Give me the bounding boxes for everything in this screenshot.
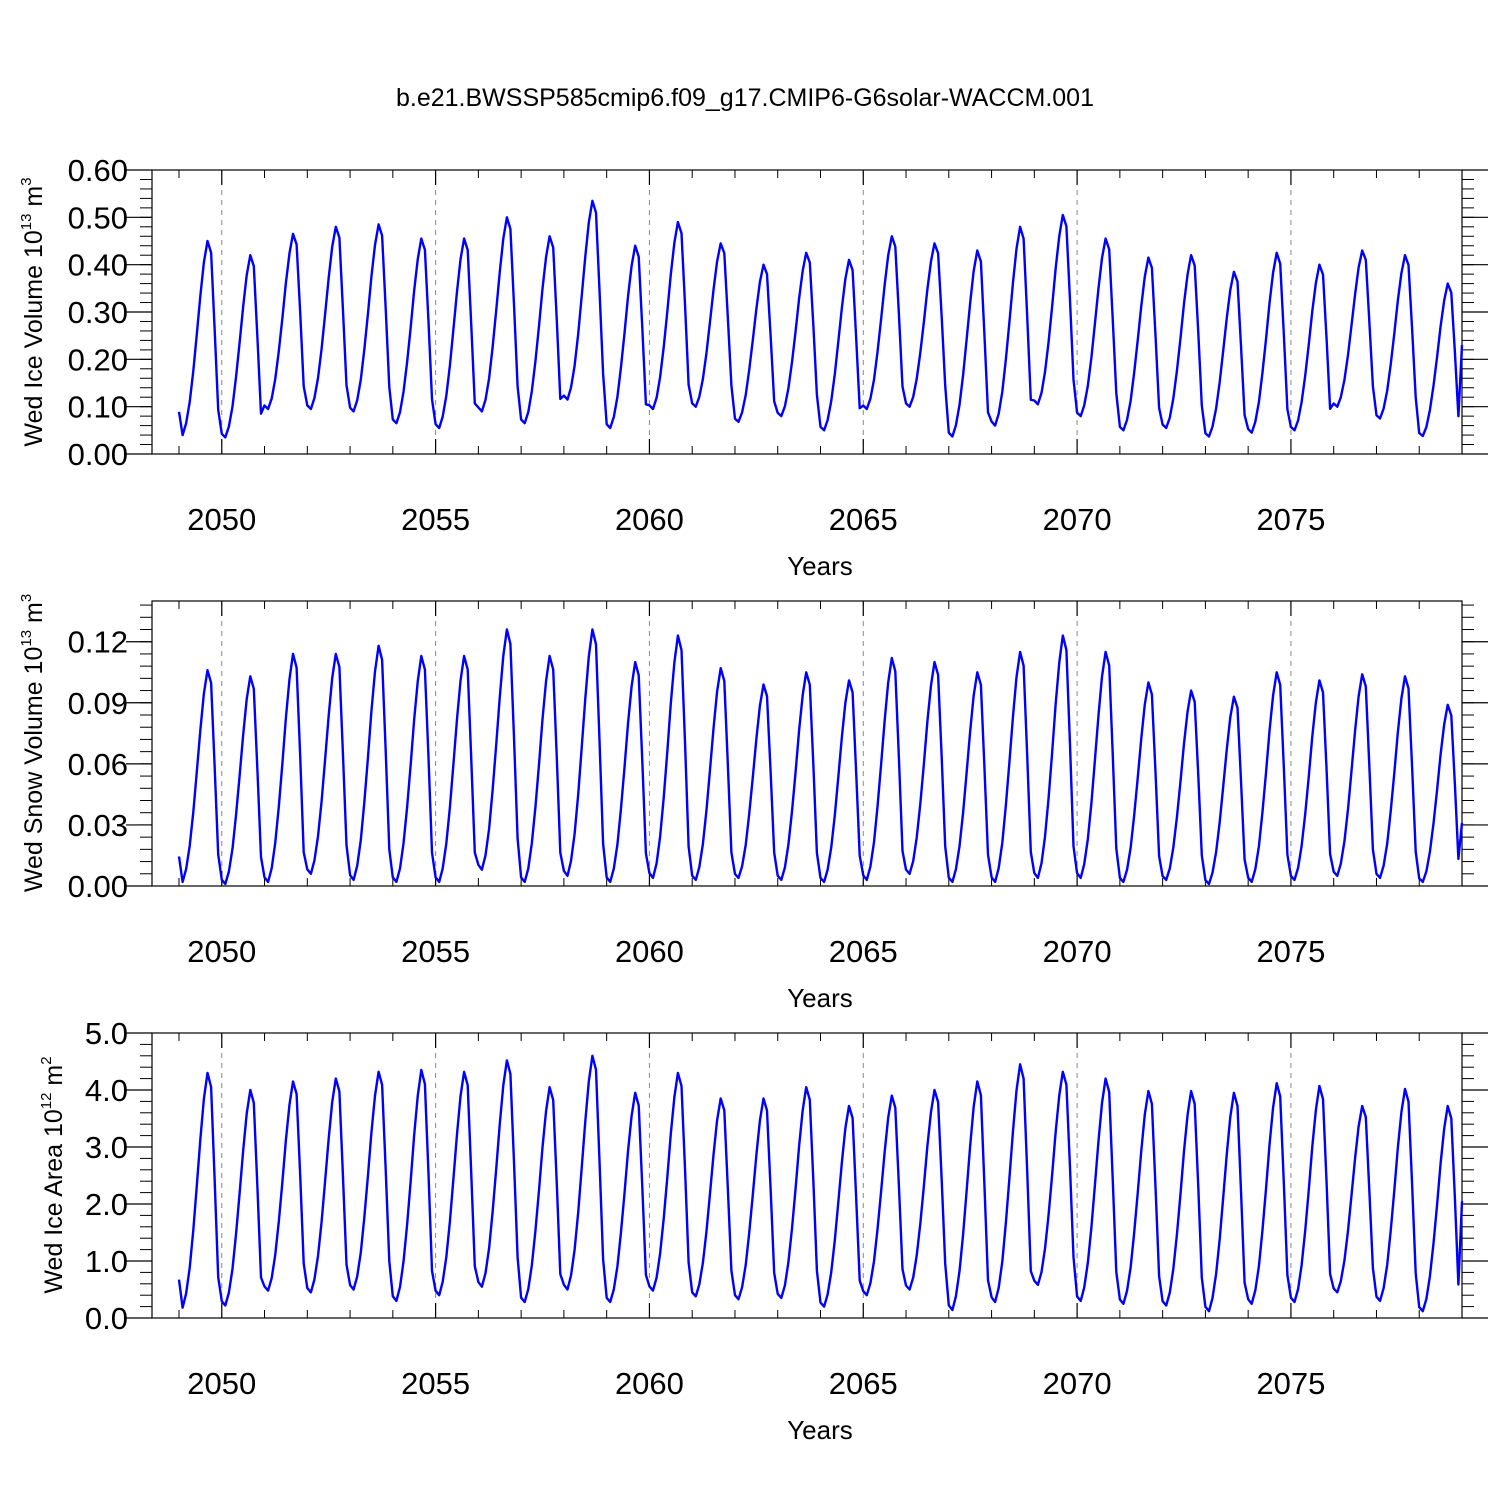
x-tick-label: 2075	[1256, 502, 1325, 537]
x-tick-label: 2070	[1043, 1366, 1112, 1401]
x-tick-label: 2075	[1256, 934, 1325, 969]
series-line-ice-volume	[177, 199, 1464, 439]
x-tick-label: 2050	[187, 1366, 256, 1401]
series-line-ice-area	[177, 1054, 1464, 1313]
panel-snow-volume: 2050 2055 2060 2065 2070 2075 0.00 0.03 0.06 0.09…	[18, 594, 1488, 1013]
y-tick-label: 2.0	[85, 1187, 128, 1222]
plot-frame	[151, 169, 1463, 455]
y-tick-label: 5.0	[85, 1016, 128, 1051]
x-tick-label: 2050	[187, 502, 256, 537]
plot-frame	[151, 1032, 1463, 1319]
y-tick-label: 1.0	[85, 1244, 128, 1279]
y-tick-label: 4.0	[85, 1073, 128, 1108]
y-tick-label: 0.20	[68, 342, 128, 377]
plot-frame	[151, 600, 1463, 887]
x-tick-label: 2060	[615, 502, 684, 537]
y-tick-label: 0.30	[68, 295, 128, 330]
y-axis-label: Wed Ice Volume 1013 m3	[18, 177, 48, 446]
x-tick-label: 2050	[187, 934, 256, 969]
panels: 2050 2055 2060 2065 2070 2075 0.00 0.10 0.20 0.30…	[18, 153, 1488, 1445]
y-tick-label: 3.0	[85, 1130, 128, 1165]
x-tick-label: 2060	[615, 1366, 684, 1401]
x-tick-label: 2065	[829, 934, 898, 969]
y-tick-label: 0.03	[68, 808, 128, 843]
y-axis-label: Wed Ice Area 1012 m2	[38, 1056, 68, 1293]
x-axis-label: Years	[787, 1415, 853, 1445]
y-axis-label: Wed Snow Volume 1013 m3	[18, 594, 48, 892]
x-tick-label: 2065	[829, 502, 898, 537]
x-tick-label: 2065	[829, 1366, 898, 1401]
y-tick-label: 0.12	[68, 625, 128, 660]
x-tick-label: 2070	[1043, 502, 1112, 537]
panel-ice-volume: 2050 2055 2060 2065 2070 2075 0.00 0.10 0.20 0.30…	[18, 153, 1488, 581]
series-line-snow-volume	[177, 628, 1464, 886]
y-tick-label: 0.50	[68, 200, 128, 235]
x-tick-label: 2055	[401, 502, 470, 537]
figure-title: b.e21.BWSSP585cmip6.f09_g17.CMIP6-G6sola…	[396, 84, 1094, 112]
y-tick-label: 0.60	[68, 153, 128, 188]
x-axis-label: Years	[787, 551, 853, 581]
x-tick-label: 2055	[401, 934, 470, 969]
y-tick-label: 0.40	[68, 248, 128, 283]
x-tick-label: 2060	[615, 934, 684, 969]
y-tick-label: 0.06	[68, 747, 128, 782]
y-tick-label: 0.00	[68, 437, 128, 472]
x-tick-label: 2070	[1043, 934, 1112, 969]
panel-ice-area: 2050 2055 2060 2065 2070 2075 0.0 1.0 2.0 3.0 4.0 5…	[38, 1016, 1488, 1445]
y-tick-label: 0.10	[68, 390, 128, 425]
y-tick-label: 0.00	[68, 869, 128, 904]
x-tick-label: 2075	[1256, 1366, 1325, 1401]
x-axis-label: Years	[787, 983, 853, 1013]
y-tick-label: 0.0	[85, 1301, 128, 1336]
x-tick-label: 2055	[401, 1366, 470, 1401]
y-tick-label: 0.09	[68, 686, 128, 721]
